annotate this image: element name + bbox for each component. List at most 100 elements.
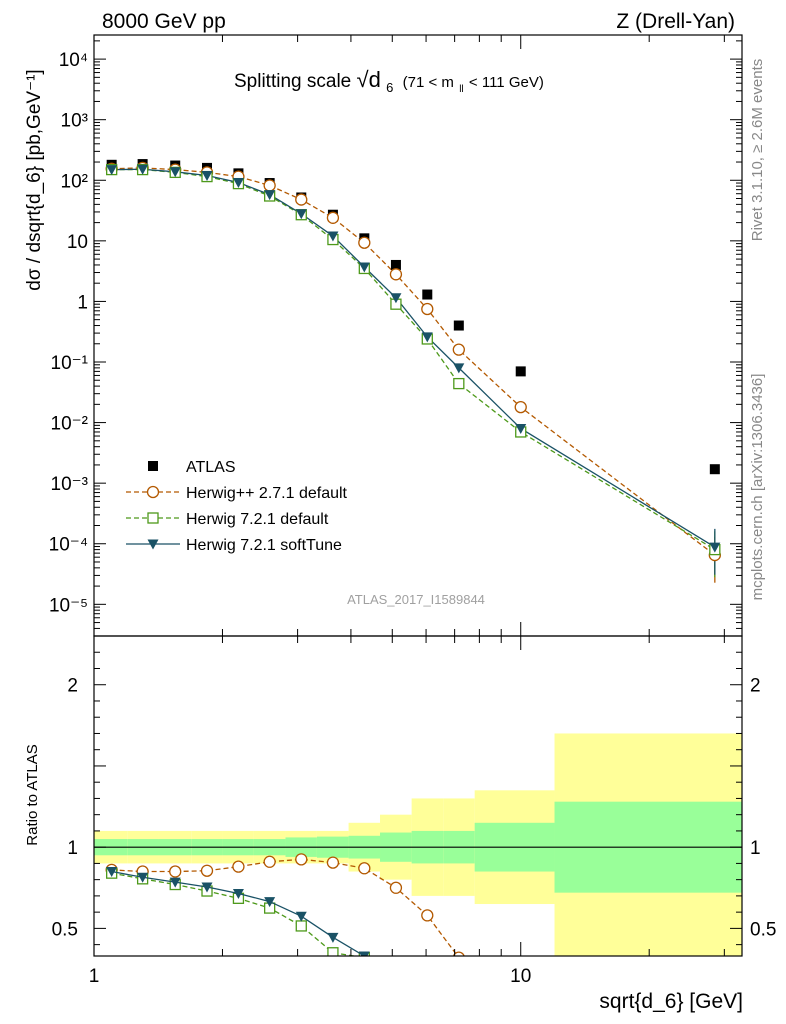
ratio-point — [263, 855, 276, 868]
ratio-point — [326, 856, 340, 869]
y-tick-label: 10⁻⁴ — [49, 535, 88, 556]
ratio-point — [169, 877, 181, 888]
y-tick-label: 10 — [67, 232, 88, 253]
legend-marker — [147, 539, 159, 550]
ratio-point — [200, 864, 214, 877]
series-line-2 — [111, 168, 716, 551]
labels: 10⁻⁵ 10⁻⁴ 10⁻³ 10⁻² 10⁻¹ 1 10 10² 10³ 10⁴ 1 10 0.5 0.… — [49, 50, 777, 987]
y-axis-label: dσ / dsqrt{d_6} [pb,GeV⁻¹] — [24, 69, 45, 290]
ratio-point — [295, 853, 308, 866]
legend-label: ATLAS — [186, 459, 236, 476]
title-cut-sub: ll — [459, 84, 463, 95]
data-point — [709, 542, 721, 553]
ratio-curves — [94, 846, 742, 956]
data-point — [295, 209, 307, 220]
data-point — [358, 236, 371, 249]
x-tick-label: 10 — [510, 966, 531, 987]
ratio-point — [106, 867, 118, 878]
legend-marker — [147, 512, 159, 524]
data-point — [514, 400, 527, 414]
axis-ticks — [93, 35, 742, 956]
data-point — [232, 177, 244, 188]
data-point — [515, 423, 527, 434]
data-point — [709, 464, 720, 475]
data-point — [453, 363, 465, 374]
legend-marker — [148, 461, 158, 471]
ratio-tick-label: 1 — [67, 838, 78, 859]
plot-title: Splitting scale √d 6 (71 < m ll < 111 Ge… — [234, 67, 544, 97]
data-point — [201, 170, 213, 181]
data-point — [422, 289, 433, 300]
watermark: ATLAS_2017_I1589844 — [347, 592, 485, 607]
header-right: Z (Drell-Yan) — [616, 10, 735, 33]
legend-label: Herwig 7.2.1 default — [186, 511, 329, 528]
y-tick-label: 10³ — [61, 111, 88, 132]
y-tick-label: 10⁻² — [51, 414, 89, 435]
legend: ATLAS Herwig++ 2.7.1 default Herwig 7.2.1 … — [126, 459, 348, 554]
data-point — [137, 164, 149, 175]
plot-frames — [93, 34, 743, 957]
y-tick-label: 10² — [61, 171, 88, 192]
data-point — [358, 262, 370, 273]
ratio-tick-label: 0.5 — [52, 919, 78, 940]
data-point — [453, 377, 465, 390]
ratio-point — [358, 862, 371, 875]
data-point — [106, 165, 118, 176]
y-tick-label: 10⁻³ — [51, 474, 89, 495]
data-point — [390, 259, 401, 270]
ratio-point — [295, 920, 307, 932]
mcplots-label: mcplots.cern.ch [arXiv:1306.3436] — [749, 374, 766, 601]
x-axis-label: sqrt{d_6} [GeV] — [599, 990, 743, 1013]
ratio-point — [452, 951, 465, 956]
ratio-frame — [93, 635, 743, 957]
data-point — [421, 302, 434, 316]
title-cut: (71 < m — [403, 74, 454, 91]
data-point — [263, 179, 276, 192]
data-point — [452, 343, 465, 356]
title-text: Splitting scale — [234, 71, 351, 92]
ratio-point — [232, 860, 245, 873]
ratio-tick-label: 2 — [67, 676, 78, 697]
ratio-axis-label: Ratio to ATLAS — [24, 744, 41, 845]
data-point — [421, 332, 433, 343]
legend-label: Herwig 7.2.1 softTune — [186, 537, 342, 554]
ratio-tick-label-right: 0.5 — [750, 919, 776, 940]
data-point — [169, 167, 181, 178]
title-cut-end: < 111 GeV) — [469, 74, 544, 91]
y-tick-label: 10⁴ — [59, 50, 88, 71]
ratio-line-2 — [111, 872, 359, 956]
data-point — [515, 366, 526, 377]
ratio-point — [421, 909, 434, 922]
title-symbol-sub: 6 — [386, 80, 393, 95]
legend-label: Herwig++ 2.7.1 default — [186, 485, 348, 502]
ratio-point — [327, 947, 339, 956]
title-symbol: √d — [357, 67, 381, 92]
data-point — [453, 320, 464, 331]
data-point — [264, 190, 276, 201]
ratio-point — [264, 897, 276, 908]
rivet-label: Rivet 3.1.10, ≥ 2.6M events — [749, 59, 766, 242]
header-left: 8000 GeV pp — [102, 10, 226, 33]
ratio-line-3 — [111, 870, 368, 956]
legend-marker — [146, 485, 160, 499]
ratio-point — [201, 882, 213, 893]
ratio-tick-label-right: 2 — [750, 676, 761, 697]
ratio-point — [327, 932, 339, 943]
ratio-tick-label-right: 1 — [750, 838, 761, 859]
data-point — [295, 193, 308, 206]
data-point — [327, 231, 339, 242]
data-point — [326, 211, 340, 224]
ratio-point — [295, 911, 307, 922]
y-tick-label: 10⁻¹ — [51, 353, 89, 374]
y-tick-label: 1 — [77, 292, 88, 313]
data-point — [389, 268, 403, 281]
ratio-point — [389, 881, 403, 894]
data-markers — [105, 159, 721, 562]
ratio-point — [137, 872, 149, 883]
data-point — [390, 293, 402, 304]
y-tick-label: 10⁻⁵ — [49, 595, 88, 616]
x-tick-label: 1 — [89, 966, 100, 987]
ratio-point — [232, 888, 244, 899]
ratio-point — [358, 951, 370, 956]
